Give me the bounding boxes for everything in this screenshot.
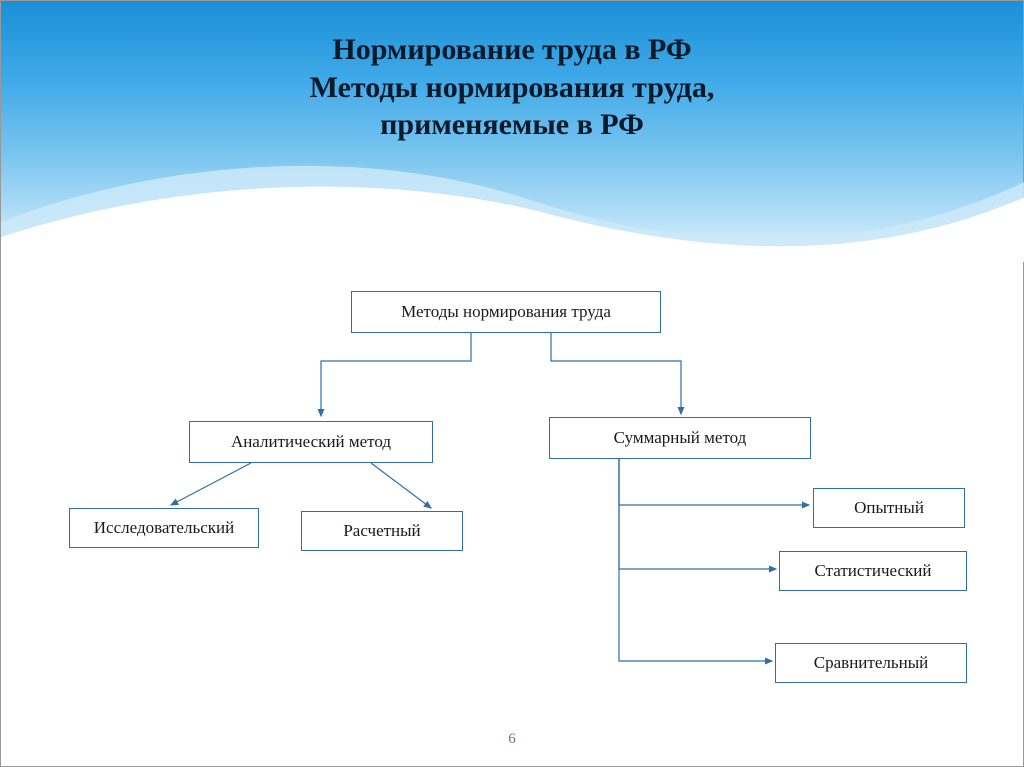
node-rasc: Расчетный: [301, 511, 463, 551]
node-srav: Сравнительный: [775, 643, 967, 683]
title-line-2: Методы нормирования труда,: [1, 69, 1023, 107]
node-anal: Аналитический метод: [189, 421, 433, 463]
node-issl: Исследовательский: [69, 508, 259, 548]
edge-root-summ: [551, 333, 681, 414]
edge-summ-opyt: [619, 459, 809, 505]
edge-anal-issl: [171, 463, 251, 505]
node-root: Методы нормирования труда: [351, 291, 661, 333]
edge-anal-rasc: [371, 463, 431, 508]
wave-decoration: [1, 142, 1024, 262]
node-summ: Суммарный метод: [549, 417, 811, 459]
title-line-1: Нормирование труда в РФ: [1, 31, 1023, 69]
node-opyt: Опытный: [813, 488, 965, 528]
edge-summ-srav: [619, 459, 772, 661]
node-stat: Статистический: [779, 551, 967, 591]
edge-summ-stat: [619, 459, 776, 569]
slide: Нормирование труда в РФ Методы нормирова…: [0, 0, 1024, 767]
edge-root-anal: [321, 333, 471, 416]
slide-title: Нормирование труда в РФ Методы нормирова…: [1, 31, 1023, 144]
page-number: 6: [1, 731, 1023, 748]
title-line-3: применяемые в РФ: [1, 106, 1023, 144]
